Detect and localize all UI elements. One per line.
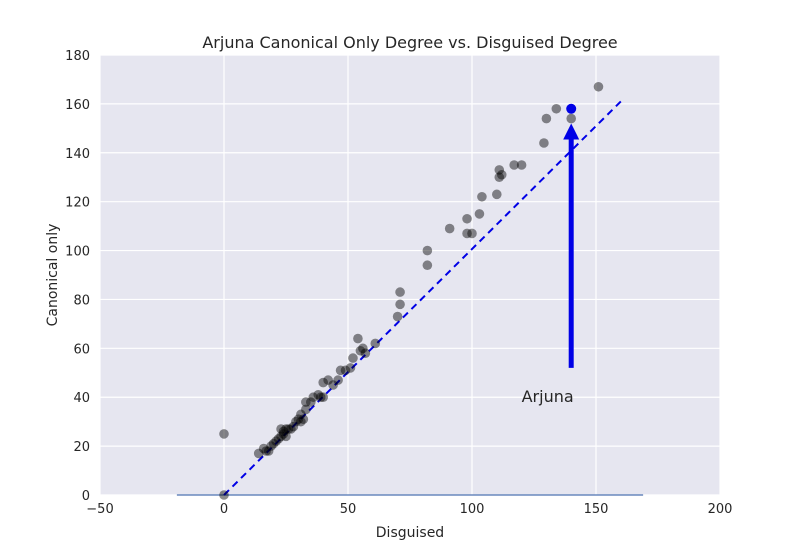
scatter-point [318,392,329,403]
scatter-point [288,421,299,432]
x-tick-label: −50 [86,502,113,517]
chart-title: Arjuna Canonical Only Degree vs. Disguis… [202,33,617,52]
scatter-point [219,490,229,500]
reference-line-layer [223,100,622,496]
x-axis-label: Disguised [376,525,444,541]
x-tick-label: 200 [708,502,733,517]
scatter-point [281,424,291,434]
scatter-point [291,416,301,427]
scatter-points [219,81,604,500]
scatter-point [422,245,433,256]
scatter-point [261,446,271,456]
scatter-point [276,424,286,434]
scatter-point [308,392,319,403]
scatter-point [278,429,289,439]
scatter-point [313,389,324,400]
scatter-point [333,375,343,385]
scatter-point [566,113,576,124]
scatter-point [283,424,294,434]
scatter-point [348,353,358,363]
scatter-point [296,416,306,427]
x-axis-ticks: −50 0 50 100 150 200 [86,502,732,517]
scatter-point [298,414,309,425]
scatter-point [494,165,505,175]
y-axis-label: Canonical only [45,224,61,327]
scatter-point [462,213,472,224]
scatter-point [353,333,363,344]
scatter-point [370,338,381,349]
scatter-point [541,113,552,124]
y-tick-label: 120 [65,196,90,211]
highlight-layer [566,103,577,114]
y-tick-label: 60 [73,342,90,357]
scatter-point [253,448,264,459]
scatter-point [551,103,562,114]
scatter-point [293,414,304,425]
annotation-arrow-head [563,123,580,140]
scatter-point [392,311,403,322]
scatter-point [286,424,296,434]
scatter-point [219,429,229,439]
scatter-point [278,426,289,437]
scatter-point [328,380,338,390]
scatter-point [496,169,507,180]
highlight-point-arjuna [566,103,577,114]
scatter-point [462,228,472,239]
scatter-point [494,172,505,183]
x-tick-label: 100 [460,502,485,517]
scatter-point [492,189,502,200]
scatter-point [315,392,326,403]
scatter-point [318,377,329,388]
scatter-point [516,160,527,170]
scatter-point [422,260,433,271]
scatter-point [281,431,291,442]
scatter-point [539,138,549,148]
y-tick-label: 0 [82,489,90,504]
scatter-point [306,397,316,407]
scatter-point [301,397,311,407]
scatter-point [509,160,519,170]
x-tick-label: 50 [340,502,357,517]
y-tick-label: 40 [73,391,90,406]
scatter-point [467,228,477,239]
annotation-label: Arjuna [522,387,574,406]
scatter-point [273,433,284,444]
scatter-point [276,431,286,442]
reference-line [223,100,622,496]
scatter-point [271,436,281,447]
y-tick-label: 100 [65,245,90,260]
scatter-point [345,363,356,373]
scatter-point [335,365,346,376]
scatter-point [444,223,455,234]
y-tick-label: 180 [65,49,90,64]
y-axis-ticks: 0 20 40 60 80 100 120 140 160 180 [65,49,90,504]
scatter-point [395,287,405,297]
scatter-point [360,348,371,359]
y-tick-label: 160 [65,98,90,113]
annotation-layer: Arjuna [522,123,580,406]
scatter-point [358,343,368,354]
scatter-point [474,209,485,219]
y-tick-label: 140 [65,147,90,162]
scatter-point [258,443,269,454]
scatter-point [296,409,306,420]
plot-area [100,55,720,495]
scatter-point [301,404,311,415]
scatter-point [477,191,487,202]
scatter-point [355,345,366,356]
x-tick-label: 150 [584,502,609,517]
y-tick-label: 80 [73,293,90,308]
scatter-point [268,438,279,449]
scatter-point [593,81,604,92]
scatter-point [340,365,351,376]
x-tick-label: 0 [220,502,228,517]
y-tick-label: 20 [73,440,90,455]
scatter-point [395,299,405,310]
scatter-point [266,441,276,451]
scatter-point [263,446,274,456]
scatter-point [323,375,333,385]
grid [99,54,721,496]
